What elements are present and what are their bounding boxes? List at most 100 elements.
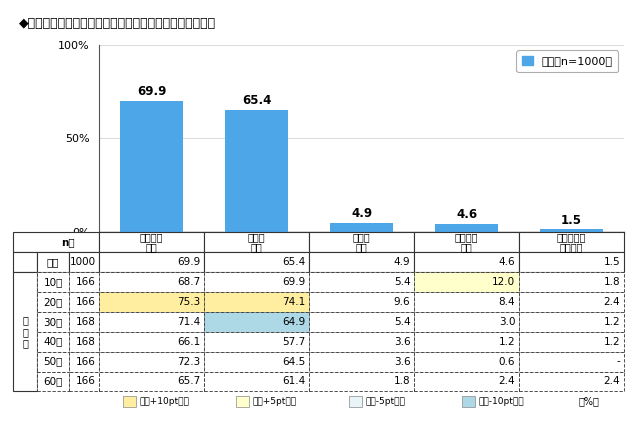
Bar bbox=[236, 396, 250, 407]
Bar bbox=[37, 332, 69, 351]
Bar bbox=[540, 229, 603, 232]
Text: 64.9: 64.9 bbox=[282, 317, 305, 327]
Text: 75.3: 75.3 bbox=[177, 297, 200, 307]
Text: 166: 166 bbox=[76, 377, 96, 386]
Bar bbox=[99, 232, 204, 252]
Text: 4.9: 4.9 bbox=[394, 257, 410, 267]
Bar bbox=[99, 292, 204, 312]
Text: 0.6: 0.6 bbox=[499, 357, 515, 366]
Legend: 全体［n=1000］: 全体［n=1000］ bbox=[516, 50, 618, 72]
Text: 50代: 50代 bbox=[44, 357, 63, 366]
Bar bbox=[99, 272, 204, 292]
Bar bbox=[309, 371, 414, 391]
Text: 4.6: 4.6 bbox=[456, 208, 477, 221]
Text: 12.0: 12.0 bbox=[492, 277, 515, 287]
Text: 9.6: 9.6 bbox=[394, 297, 410, 307]
Text: 見る: 見る bbox=[461, 242, 472, 252]
Text: 1.5: 1.5 bbox=[604, 257, 620, 267]
Bar bbox=[37, 272, 69, 292]
Text: 1.2: 1.2 bbox=[604, 337, 620, 347]
Bar bbox=[519, 232, 624, 252]
Bar bbox=[69, 332, 99, 351]
Text: 60代: 60代 bbox=[44, 377, 63, 386]
Text: 2.4: 2.4 bbox=[604, 297, 620, 307]
Text: 全体+10pt以上: 全体+10pt以上 bbox=[140, 397, 189, 406]
Text: 68.7: 68.7 bbox=[177, 277, 200, 287]
Bar bbox=[414, 252, 519, 272]
Bar bbox=[309, 351, 414, 371]
Bar bbox=[414, 232, 519, 252]
Bar bbox=[69, 252, 99, 272]
Bar bbox=[414, 292, 519, 312]
Bar bbox=[69, 371, 99, 391]
Text: 4.6: 4.6 bbox=[499, 257, 515, 267]
Bar bbox=[204, 252, 309, 272]
Text: 168: 168 bbox=[76, 317, 96, 327]
Bar bbox=[519, 332, 624, 351]
Text: 3.0: 3.0 bbox=[499, 317, 515, 327]
Bar bbox=[414, 332, 519, 351]
Text: 見る: 見る bbox=[356, 242, 367, 252]
Text: 65.4: 65.4 bbox=[242, 94, 271, 107]
Bar bbox=[349, 396, 362, 407]
Text: ひとりで: ひとりで bbox=[140, 232, 163, 242]
Text: 1.2: 1.2 bbox=[604, 317, 620, 327]
Bar bbox=[99, 371, 204, 391]
Bar bbox=[204, 232, 309, 252]
Text: 8.4: 8.4 bbox=[499, 297, 515, 307]
Bar bbox=[519, 272, 624, 292]
Bar bbox=[414, 351, 519, 371]
Text: 66.1: 66.1 bbox=[177, 337, 200, 347]
Text: 71.4: 71.4 bbox=[177, 317, 200, 327]
Text: 69.9: 69.9 bbox=[177, 257, 200, 267]
Bar bbox=[519, 312, 624, 332]
Bar bbox=[99, 332, 204, 351]
Text: 恋人と: 恋人と bbox=[353, 232, 371, 242]
Text: 168: 168 bbox=[76, 337, 96, 347]
Bar bbox=[309, 252, 414, 272]
Text: 1000: 1000 bbox=[70, 257, 96, 267]
Text: 1.8: 1.8 bbox=[604, 277, 620, 287]
Bar bbox=[37, 371, 69, 391]
Text: 上記以外の: 上記以外の bbox=[557, 232, 586, 242]
Text: 全体: 全体 bbox=[47, 257, 60, 267]
Bar bbox=[99, 312, 204, 332]
Bar bbox=[37, 351, 69, 371]
Text: 全体-10pt以下: 全体-10pt以下 bbox=[479, 397, 524, 406]
Text: 1.5: 1.5 bbox=[561, 213, 582, 227]
Bar bbox=[204, 292, 309, 312]
Bar bbox=[69, 272, 99, 292]
Text: 友だちと: 友だちと bbox=[455, 232, 478, 242]
Text: 人と見る: 人と見る bbox=[560, 242, 583, 252]
Text: 74.1: 74.1 bbox=[282, 297, 305, 307]
Text: 1.2: 1.2 bbox=[499, 337, 515, 347]
Text: 全体-5pt以下: 全体-5pt以下 bbox=[365, 397, 405, 406]
Text: 見る: 見る bbox=[146, 242, 157, 252]
Bar bbox=[13, 272, 37, 391]
Text: 3.6: 3.6 bbox=[394, 357, 410, 366]
Bar bbox=[69, 292, 99, 312]
Text: 40代: 40代 bbox=[44, 337, 63, 347]
Bar bbox=[13, 252, 37, 272]
Text: 家族と: 家族と bbox=[248, 232, 266, 242]
Text: 64.5: 64.5 bbox=[282, 357, 305, 366]
Text: 65.4: 65.4 bbox=[282, 257, 305, 267]
Text: （%）: （%） bbox=[578, 396, 599, 406]
Bar bbox=[37, 292, 69, 312]
Text: 3.6: 3.6 bbox=[394, 337, 410, 347]
Text: 166: 166 bbox=[76, 357, 96, 366]
Text: 世
代
別: 世 代 別 bbox=[22, 315, 28, 348]
Text: 166: 166 bbox=[76, 277, 96, 287]
Bar bbox=[414, 272, 519, 292]
Text: 5.4: 5.4 bbox=[394, 277, 410, 287]
Bar bbox=[37, 252, 69, 272]
Bar bbox=[309, 332, 414, 351]
Bar bbox=[225, 109, 288, 232]
Bar bbox=[99, 351, 204, 371]
Text: 20代: 20代 bbox=[44, 297, 63, 307]
Bar bbox=[414, 371, 519, 391]
Bar bbox=[13, 232, 99, 252]
Text: 見る: 見る bbox=[251, 242, 262, 252]
Text: 69.9: 69.9 bbox=[137, 85, 166, 98]
Bar bbox=[69, 351, 99, 371]
